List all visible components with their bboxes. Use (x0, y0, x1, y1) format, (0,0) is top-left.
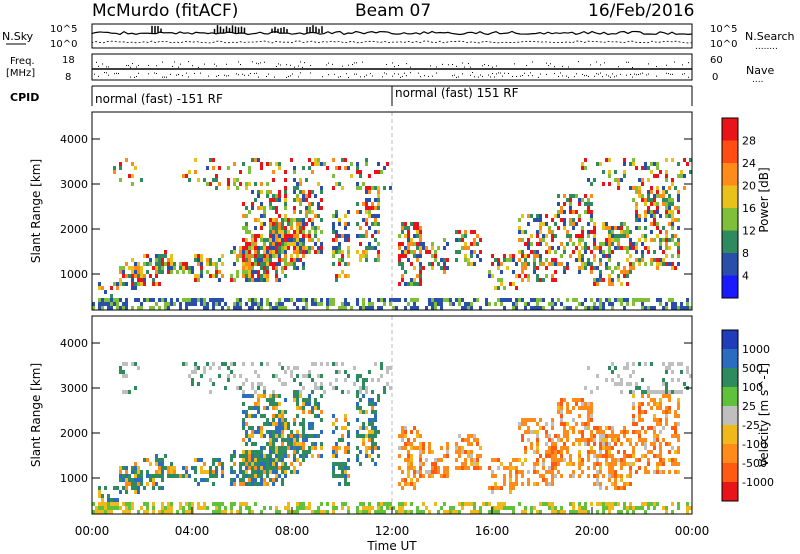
x-tick-2: 08:00 (275, 524, 310, 538)
nave-marker: .... (752, 75, 763, 85)
velocity-ylabel: Slant Range [km] (29, 363, 43, 467)
freq-tick-low: 8 (65, 72, 71, 83)
power-colorbar-swatch-2 (722, 230, 738, 253)
nsearch-tick-high: 10^5 (710, 24, 737, 35)
velocity-panel: 1000 2000 3000 4000 Slant Range [km] 1000 50… (29, 315, 774, 553)
power-colorbar-swatch-0 (722, 275, 738, 298)
power-colorbar-tick-12: 12 (742, 225, 756, 238)
velocity-heatmap (92, 362, 692, 514)
cpid-label: CPID (10, 91, 39, 104)
nsearch-trace (91, 40, 693, 44)
velocity-colorbar-tick-3: 25 (742, 400, 756, 413)
velocity-colorbar-label: Velocity [m s^-1] (757, 363, 771, 467)
nsearch-label: N.Search (745, 30, 795, 43)
velocity-colorbar-tick-5: -100 (742, 438, 767, 451)
x-tick-5: 20:00 (575, 524, 610, 538)
velocity-colorbar-tick-7: -1000 (742, 476, 774, 489)
power-colorbar-tick-28: 28 (742, 135, 756, 148)
nsky-trace (91, 30, 693, 36)
velocity-colorbar-swatch-8 (722, 330, 738, 349)
cpid-segment-1: normal (fast) -151 RF (95, 92, 223, 106)
power-ylabel: Slant Range [km] (29, 159, 43, 263)
freq-label-2: [MHz] (6, 68, 35, 79)
velocity-colorbar-tick-0: 1000 (742, 343, 770, 356)
nave-tick-high: 60 (710, 55, 723, 66)
cpid-panel: CPID normal (fast) -151 RF normal (fast)… (10, 85, 693, 106)
velocity-colorbar-tick-2: 100 (742, 381, 763, 394)
velocity-colorbar-tick-6: -500 (742, 457, 767, 470)
velocity-colorbar-swatch-6 (722, 368, 738, 387)
cpid-segment-2: normal (fast) 151 RF (395, 86, 519, 100)
velocity-y-tick-3000: 3000 (60, 382, 88, 395)
power-y-tick-3000: 3000 (60, 178, 88, 191)
velocity-colorbar-swatch-1 (722, 463, 738, 482)
power-panel: 1000 2000 3000 4000 Slant Range [km] 4 8 12 16… (29, 111, 771, 311)
nsearch-tick-low: 10^0 (710, 39, 737, 50)
velocity-y-tick-2000: 2000 (60, 427, 88, 440)
power-colorbar-tick-8: 8 (742, 247, 749, 260)
power-colorbar-swatch-3 (722, 208, 738, 231)
power-colorbar-swatch-7 (722, 118, 738, 141)
velocity-colorbar-tick-1: 500 (742, 362, 763, 375)
nsearch-marker: ........ (755, 42, 778, 52)
power-y-tick-1000: 1000 (60, 268, 88, 281)
power-colorbar-swatch-4 (722, 185, 738, 208)
power-colorbar-tick-4: 4 (742, 270, 749, 283)
nave-label: Nave (746, 64, 774, 77)
power-colorbar-tick-20: 20 (742, 180, 756, 193)
nsky-tick-low: 10^0 (50, 39, 77, 50)
freq-tick-high: 18 (62, 55, 75, 66)
x-tick-3: 12:00 (375, 524, 410, 538)
beam-title: Beam 07 (355, 1, 431, 21)
power-heatmap (92, 158, 692, 310)
freq-label-1: Freq. (10, 56, 35, 67)
noise-panel: N.Sky 10^5 10^0 10^5 10^0 N.Search .....… (2, 23, 795, 52)
x-tick-4: 16:00 (475, 524, 510, 538)
date-title: 16/Feb/2016 (588, 1, 694, 21)
station-title: McMurdo (fitACF) (92, 1, 238, 21)
x-tick-1: 04:00 (175, 524, 210, 538)
velocity-colorbar-swatch-4 (722, 406, 738, 425)
nave-tick-low: 0 (712, 72, 718, 83)
velocity-colorbar-swatch-7 (722, 349, 738, 368)
velocity-y-tick-1000: 1000 (60, 472, 88, 485)
power-colorbar-tick-24: 24 (742, 157, 756, 170)
velocity-colorbar-swatch-2 (722, 444, 738, 463)
x-axis-label: Time UT (366, 539, 417, 553)
freq-panel: Freq. [MHz] 18 8 60 0 Nave .... (6, 53, 774, 85)
velocity-colorbar-tick-4: -25 (742, 419, 760, 432)
power-colorbar-swatch-6 (722, 140, 738, 163)
x-tick-0: 00:00 (75, 524, 110, 538)
power-y-tick-2000: 2000 (60, 223, 88, 236)
velocity-colorbar-swatch-0 (722, 482, 738, 501)
power-colorbar-label: Power [dB] (757, 167, 771, 232)
velocity-colorbar-swatch-3 (722, 425, 738, 444)
velocity-y-tick-4000: 4000 (60, 337, 88, 350)
nsky-tick-high: 10^5 (50, 24, 77, 35)
power-y-tick-4000: 4000 (60, 133, 88, 146)
velocity-colorbar-swatch-5 (722, 387, 738, 406)
power-colorbar-swatch-1 (722, 253, 738, 276)
power-colorbar-tick-16: 16 (742, 202, 756, 215)
power-colorbar-swatch-5 (722, 163, 738, 186)
x-tick-6: 00:00 (675, 524, 710, 538)
nsky-label: N.Sky (2, 30, 34, 43)
